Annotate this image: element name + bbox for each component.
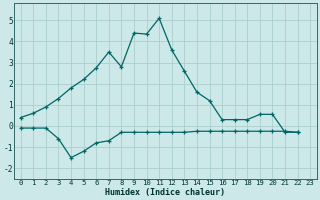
X-axis label: Humidex (Indice chaleur): Humidex (Indice chaleur) — [106, 188, 226, 197]
